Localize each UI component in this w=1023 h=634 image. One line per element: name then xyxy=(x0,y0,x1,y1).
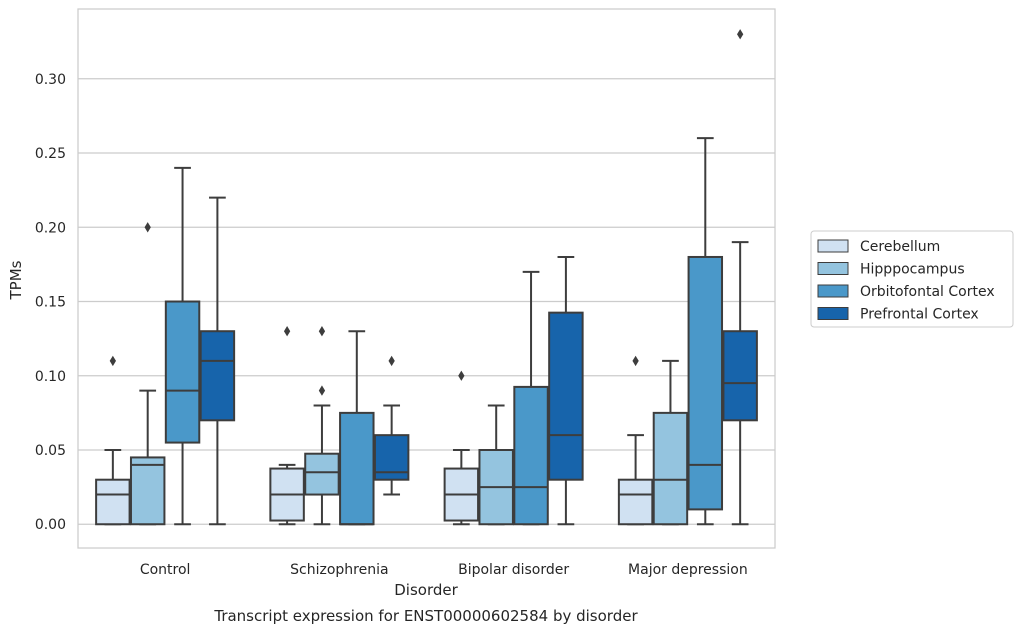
x-axis-label: Disorder xyxy=(394,581,458,599)
box-iqr xyxy=(199,330,236,422)
box-1-3 xyxy=(373,355,410,496)
legend-label: Cerebellum xyxy=(860,239,940,255)
legend-swatch xyxy=(817,239,849,253)
box-iqr xyxy=(687,255,724,511)
legend-swatch xyxy=(817,307,849,320)
y-tick-label: 0.15 xyxy=(35,295,66,311)
box-3-0 xyxy=(617,355,654,526)
box-iqr xyxy=(652,411,689,526)
outlier-point xyxy=(318,385,326,396)
y-axis-label: TPMs xyxy=(7,260,25,300)
box-iqr xyxy=(95,478,131,526)
box-2-2 xyxy=(513,270,549,526)
legend-label: Hipppocampus xyxy=(860,262,965,278)
box-iqr xyxy=(164,300,201,444)
x-axis-ticks: Control Schizophrenia Bipolar disorder Majo… xyxy=(140,562,748,578)
y-tick-label: 0.10 xyxy=(35,369,66,385)
box-iqr xyxy=(304,452,340,496)
box-3-2 xyxy=(687,137,724,526)
x-tick-label: Control xyxy=(140,562,191,578)
box-iqr xyxy=(339,411,375,526)
x-tick-label: Schizophrenia xyxy=(290,562,388,578)
legend-label: Orbitofontal Cortex xyxy=(860,284,995,300)
outlier-point xyxy=(737,29,744,40)
outlier-point xyxy=(109,355,116,367)
outlier-point xyxy=(144,222,151,233)
box-iqr xyxy=(722,330,758,422)
chart-caption: Transcript expression for ENST0000060258… xyxy=(213,607,638,625)
box-iqr xyxy=(617,478,654,526)
box-0-2 xyxy=(164,166,201,526)
legend-swatch xyxy=(817,262,849,275)
y-tick-label: 0.25 xyxy=(35,146,66,162)
plot-frame xyxy=(77,8,776,549)
outlier-point xyxy=(283,326,291,337)
legend: Cerebellum Hipppocampus Orbitofontal Corte… xyxy=(810,230,1014,328)
outlier-point xyxy=(388,355,395,367)
outlier-point xyxy=(632,355,639,367)
y-axis-ticks: 0.00 0.05 0.10 0.15 0.20 0.25 0.30 xyxy=(35,72,66,533)
box-0-1 xyxy=(129,222,166,526)
box-1-1 xyxy=(304,326,340,526)
box-iqr xyxy=(129,456,166,526)
legend-frame xyxy=(810,230,1014,328)
box-iqr xyxy=(548,311,584,481)
box-3-1 xyxy=(652,359,689,526)
x-tick-label: Major depression xyxy=(628,562,748,578)
box-2-1 xyxy=(478,404,514,526)
outlier-point xyxy=(458,370,465,381)
box-2-3 xyxy=(548,255,584,526)
y-tick-label: 0.30 xyxy=(35,72,66,88)
outlier-point xyxy=(318,326,326,337)
y-tick-label: 0.00 xyxy=(35,517,66,533)
y-tick-label: 0.20 xyxy=(35,220,66,236)
box-3-3 xyxy=(722,29,758,526)
box-1-2 xyxy=(339,330,375,526)
box-iqr xyxy=(513,385,549,526)
x-tick-label: Bipolar disorder xyxy=(458,562,569,578)
legend-swatch xyxy=(817,284,849,298)
y-tick-label: 0.05 xyxy=(35,443,66,459)
boxes-layer xyxy=(95,29,758,526)
legend-label: Prefrontal Cortex xyxy=(860,307,979,323)
box-0-3 xyxy=(199,196,236,526)
box-2-0 xyxy=(443,370,480,526)
box-0-0 xyxy=(95,355,131,526)
box-1-0 xyxy=(269,326,305,526)
